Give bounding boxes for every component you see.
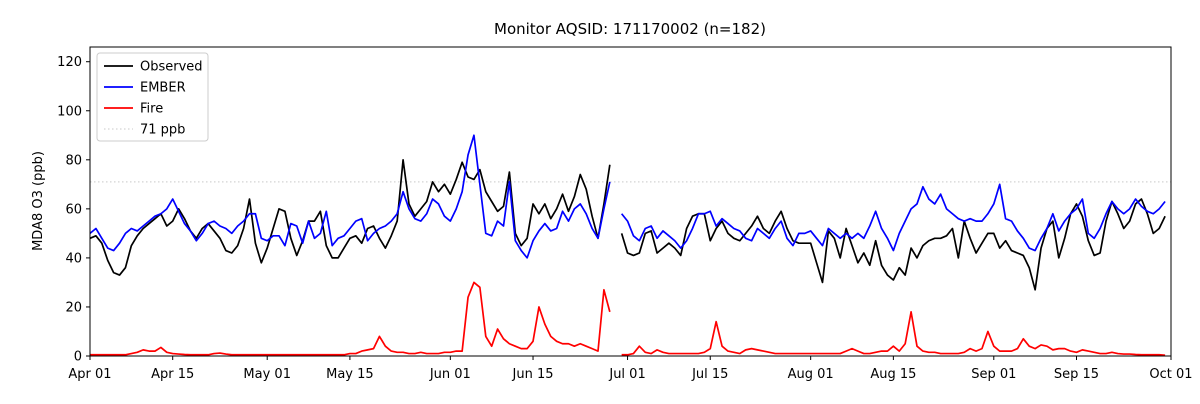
y-tick-label: 0: [74, 350, 82, 365]
plot-border: [89, 46, 1172, 357]
y-tick-label: 100: [57, 104, 82, 119]
x-tick-label: Apr 01: [68, 367, 111, 382]
x-tick-label: Sep 15: [1054, 367, 1099, 382]
x-tick-label: Apr 15: [151, 367, 194, 382]
x-tick-label: Aug 15: [870, 367, 916, 382]
legend-label-threshold: 71 ppb: [140, 123, 185, 138]
ember-line: [89, 134, 1166, 259]
x-tick-label: Sep 01: [971, 367, 1016, 382]
observed-line: [89, 158, 1166, 291]
x-tick-label: Jul 15: [691, 367, 728, 382]
x-tick-label: May 15: [326, 367, 374, 382]
legend-label-ember: EMBER: [140, 81, 186, 96]
legend-label-fire: Fire: [140, 102, 163, 117]
x-tick-label: May 01: [243, 367, 291, 382]
x-tick-label: Jun 15: [512, 367, 554, 382]
y-tick-label: 120: [57, 55, 82, 70]
chart-title: Monitor AQSID: 171170002 (n=182): [494, 20, 766, 38]
y-axis-label: MDA8 O3 (ppb): [31, 151, 46, 251]
y-tick-label: 20: [65, 300, 82, 315]
y-tick-label: 60: [65, 202, 82, 217]
legend: Observed EMBER Fire 71 ppb: [96, 52, 209, 142]
legend-label-observed: Observed: [140, 60, 203, 75]
x-tick-label: Jun 01: [429, 367, 471, 382]
y-tick-label: 40: [65, 251, 82, 266]
x-tick-label: Oct 01: [1149, 367, 1192, 382]
x-tick-label: Jul 01: [608, 367, 645, 382]
x-tick-label: Aug 01: [788, 367, 834, 382]
y-tick-label: 80: [65, 153, 82, 168]
fire-line: [90, 281, 1166, 357]
legend-box: [96, 52, 209, 142]
plot-area: Apr 01 Apr 15 May 01 May 15 Jun 01 Jun 15 Jul …: [57, 55, 1192, 382]
